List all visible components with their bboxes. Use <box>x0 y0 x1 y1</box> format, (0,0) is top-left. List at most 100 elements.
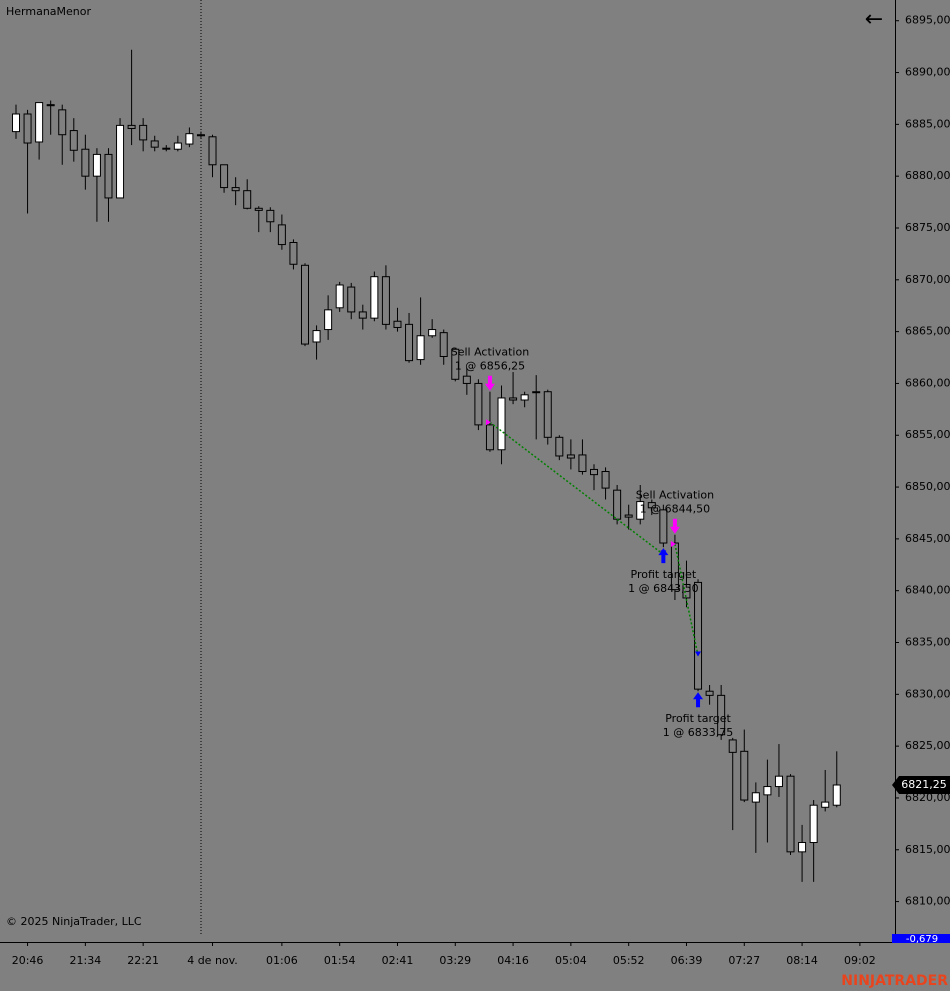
y-tick-label: 6885,00 <box>905 117 950 130</box>
brand-logo: NINJATRADER <box>841 973 948 989</box>
candle-body <box>58 109 67 136</box>
candle-body <box>277 224 286 246</box>
sell-arrow <box>669 518 680 534</box>
y-tick-label: 6865,00 <box>905 325 950 338</box>
candle-body <box>590 468 598 476</box>
y-tick-label: 6830,00 <box>905 687 950 700</box>
candle-body <box>694 581 703 690</box>
candle-body <box>428 329 437 337</box>
candle-body <box>485 424 494 451</box>
candle-body <box>162 147 171 150</box>
x-tick-label: 05:04 <box>555 954 587 967</box>
candle-body <box>774 775 783 788</box>
candle-body <box>46 104 55 107</box>
y-tick-label: 6860,00 <box>905 376 950 389</box>
y-tick-label: 6870,00 <box>905 273 950 286</box>
candle-body <box>670 542 679 591</box>
entry-marker <box>485 419 491 426</box>
y-tick-label: 6820,00 <box>905 791 950 804</box>
candle-body <box>92 153 101 177</box>
x-tick-label: 04:16 <box>497 954 529 967</box>
y-tick-label: 6875,00 <box>905 221 950 234</box>
y-tick-label: 6880,00 <box>905 169 950 182</box>
buy-arrow <box>658 548 669 564</box>
x-tick-label: 01:06 <box>266 954 298 967</box>
candle-body <box>555 436 564 457</box>
candle-body <box>23 113 32 144</box>
y-tick-label: 6810,00 <box>905 895 950 908</box>
y-tick-label: 6840,00 <box>905 584 950 597</box>
trade-line <box>489 421 664 556</box>
candle-body <box>381 276 390 325</box>
buy-arrow <box>693 692 704 708</box>
candle-body <box>104 153 113 199</box>
exit-label: 1 @ 6833,75 <box>663 726 733 739</box>
candle-body <box>751 792 760 803</box>
candle-body <box>532 391 541 394</box>
candle-body <box>497 397 506 451</box>
chart-title: HermanaMenor <box>6 5 91 18</box>
candle-body <box>81 148 90 177</box>
candle-body <box>659 509 668 544</box>
candle-body <box>196 134 205 137</box>
candle-body <box>798 842 807 853</box>
last-price-box <box>892 776 950 794</box>
candle-body <box>405 323 414 362</box>
candle-body <box>266 209 275 223</box>
candle-body <box>173 142 182 150</box>
x-tick-label: 06:39 <box>671 954 703 967</box>
candle-body <box>301 264 309 345</box>
x-tick-label: 01:54 <box>324 954 356 967</box>
x-tick-label: 22:21 <box>127 954 159 967</box>
y-tick-label: 6895,00 <box>905 14 950 27</box>
entry-label: 1 @ 6844,50 <box>640 503 710 516</box>
candle-body <box>347 286 356 313</box>
y-tick-label: 6815,00 <box>905 843 950 856</box>
back-button[interactable]: ← <box>865 7 883 32</box>
candle-body <box>509 397 518 401</box>
entry-name: Sell Activation <box>451 346 529 359</box>
candle-body <box>578 454 587 473</box>
candle-body <box>416 335 425 361</box>
candle-body <box>439 332 448 357</box>
exit-name: Profit target <box>665 712 731 725</box>
x-tick-label: 02:41 <box>382 954 414 967</box>
candle-body <box>543 391 552 438</box>
x-tick-label: 08:14 <box>786 954 818 967</box>
candle-body <box>127 124 136 130</box>
candle-body <box>243 190 252 209</box>
y-tick-label: 6850,00 <box>905 480 950 493</box>
candle-body <box>566 454 575 459</box>
candle-body <box>185 133 194 145</box>
exit-marker <box>695 651 702 657</box>
candle-body <box>69 130 78 151</box>
y-tick-label: 6890,00 <box>905 66 950 79</box>
candle-body <box>832 784 841 806</box>
copyright: © 2025 NinjaTrader, LLC <box>6 915 142 928</box>
x-tick-label: 03:29 <box>439 954 471 967</box>
candle-body <box>150 140 159 148</box>
candle-body <box>393 320 402 328</box>
candle-body <box>231 187 240 192</box>
indicator-label: -0,679 <box>906 934 938 945</box>
candle-body <box>682 583 691 599</box>
candle-body <box>647 502 656 509</box>
candle-body <box>705 690 714 696</box>
sell-arrow <box>484 375 495 391</box>
candle-body <box>624 514 633 518</box>
candle-body <box>474 382 483 426</box>
y-tick-label: 6825,00 <box>905 739 950 752</box>
candle-body <box>289 241 298 265</box>
candle-body <box>451 348 460 380</box>
trade-line <box>674 543 699 656</box>
x-tick-label: 20:46 <box>12 954 44 967</box>
candle-body <box>312 330 321 343</box>
entry-label: 1 @ 6856,25 <box>455 360 525 373</box>
y-tick-label: 6835,00 <box>905 636 950 649</box>
candle-body <box>763 786 772 796</box>
candle-body <box>786 775 795 853</box>
candle-body <box>636 501 645 520</box>
x-tick-label: 07:27 <box>728 954 760 967</box>
indicator-box <box>892 934 950 943</box>
